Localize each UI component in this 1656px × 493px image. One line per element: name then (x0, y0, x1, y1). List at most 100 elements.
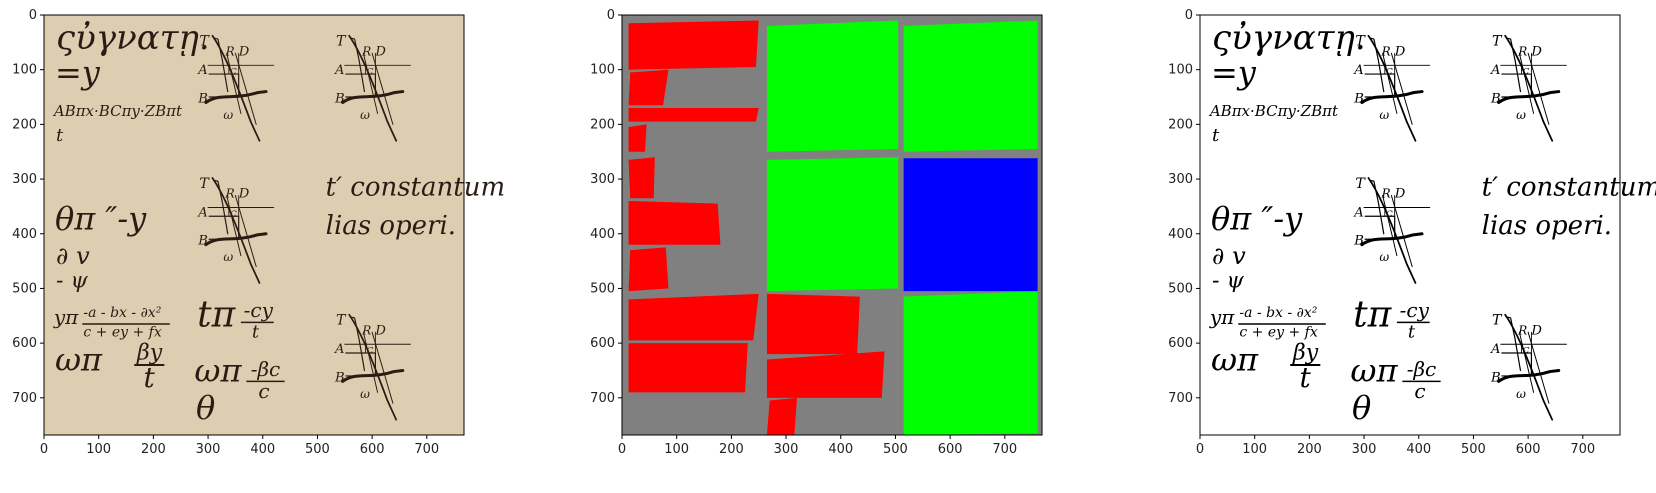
y-tick-label: 0 (607, 8, 615, 23)
x-tick-label: 200 (141, 442, 166, 457)
diagram-label-c: C (367, 346, 374, 356)
geometric-diagram: TAB R DCω (197, 176, 275, 284)
diagram-thick-curve (204, 90, 268, 105)
y-tick-label: 100 (590, 63, 615, 78)
diagram-label-a: A (197, 205, 207, 220)
diagram-thick-curve (204, 232, 268, 247)
image-background (1200, 15, 1620, 435)
x-tick-label: 300 (774, 442, 799, 457)
handwriting-line: t′ constantum (326, 172, 505, 202)
diagram-label-t: T (1355, 176, 1366, 192)
geometric-diagram: TAB R DCω (1353, 34, 1431, 142)
x-tick-label: 100 (1242, 442, 1267, 457)
y-tick-label: 700 (590, 391, 615, 406)
geometric-diagram: TAB R DCω (334, 313, 411, 421)
diagram-tick (228, 195, 240, 217)
x-tick-label: 500 (305, 442, 330, 457)
diagram-label-b: B (1353, 234, 1364, 249)
y-tick-label: 400 (12, 227, 37, 242)
segment-text-region (628, 200, 721, 245)
diagram-label-r: R (1381, 44, 1391, 58)
x-tick-label: 0 (40, 442, 48, 457)
geometric-diagram: TAB R DCω (1353, 176, 1431, 284)
diagram-label-a: A (1490, 342, 1500, 357)
fraction-numerator: -βc (251, 357, 281, 381)
x-tick-label: 600 (360, 442, 385, 457)
y-tick-label: 700 (12, 391, 37, 406)
diagram-tick (1521, 52, 1532, 75)
x-tick-label: 700 (992, 442, 1017, 457)
segment-text-region (628, 69, 669, 106)
diagram-label-d: D (1394, 187, 1406, 202)
diagram-label-c: C (230, 67, 237, 77)
handwriting-line: yπ (1209, 305, 1235, 329)
segmentation-map-plot: 0 100 200 300 400 500 600 700 0 100 200 300 400 500 60… (590, 8, 1043, 457)
x-tick-label: 700 (1570, 442, 1595, 457)
diagram-label-omega: ω (1379, 108, 1389, 122)
diagram-label-omega: ω (360, 108, 370, 122)
handwriting-line: θ (1352, 389, 1371, 427)
y-tick-label: 0 (1185, 8, 1193, 23)
y-tick-label: 600 (12, 336, 37, 351)
diagram-label-d: D (1530, 44, 1542, 59)
handwriting-line: θ (196, 389, 215, 427)
axes: 0 100 200 300 400 500 600 700 0 100 200 300 400 500 60… (12, 8, 465, 457)
diagram-label-d: D (1394, 44, 1406, 59)
x-tick-label: 400 (250, 442, 275, 457)
segment-text-region (628, 247, 669, 292)
fraction-denominator: c + ey + fx (83, 325, 161, 341)
geometric-diagram: TAB R DCω (1490, 313, 1567, 421)
diagram-label-d: D (374, 44, 386, 59)
handwriting-line: ABπx·BCπy·ZBπt (1208, 102, 1339, 120)
segment-text-region (766, 351, 885, 398)
diagram-label-r: R (1381, 187, 1391, 201)
diagram-label-t: T (1492, 313, 1503, 329)
segmentation-map (622, 15, 1042, 435)
diagram-label-c: C (230, 209, 237, 219)
x-tick-label: 100 (664, 442, 689, 457)
x-tick-label: 700 (414, 442, 439, 457)
fraction-denominator: c (258, 379, 269, 403)
segment-figure-region (903, 291, 1038, 435)
segment-figure-region (766, 20, 899, 152)
diagram-label-a: A (1353, 205, 1363, 220)
diagram-thick-curve (341, 368, 405, 383)
diagram-line (1505, 37, 1522, 93)
diagram-thick-curve (1360, 232, 1424, 247)
diagram-thick-curve (341, 90, 405, 105)
fraction-numerator: βy (1292, 341, 1319, 366)
fraction-numerator: -a - bx - ∂x² (83, 305, 161, 321)
diagram-label-b: B (197, 92, 208, 107)
y-tick-label: 400 (590, 227, 615, 242)
diagram-label-r: R (361, 323, 371, 337)
segment-text-region (766, 397, 797, 435)
diagram-label-a: A (1353, 63, 1363, 78)
diagram-label-b: B (1490, 370, 1501, 385)
diagram-label-b: B (197, 234, 208, 249)
x-tick-label: 300 (1352, 442, 1377, 457)
diagram-tick (365, 331, 376, 354)
diagram-label-d: D (238, 187, 250, 202)
image-background (44, 15, 464, 435)
y-tick-label: 400 (1168, 227, 1193, 242)
geometric-diagram: TAB R DCω (1490, 34, 1567, 142)
x-tick-label: 600 (938, 442, 963, 457)
diagram-label-omega: ω (223, 250, 233, 264)
x-tick-label: 300 (196, 442, 221, 457)
y-tick-label: 500 (1168, 281, 1193, 296)
diagram-label-c: C (1523, 67, 1530, 77)
fraction-numerator: βy (136, 341, 163, 366)
geometric-diagram: TAB R DCω (334, 34, 411, 142)
diagram-label-omega: ω (1379, 250, 1389, 264)
handwriting-line: ∂ v (56, 242, 90, 270)
x-tick-label: 400 (828, 442, 853, 457)
fraction-numerator: -cy (1400, 298, 1430, 322)
diagram-label-omega: ω (1516, 387, 1526, 401)
y-tick-label: 200 (590, 117, 615, 132)
axes-frame (621, 14, 1043, 436)
diagram-label-b: B (334, 92, 345, 107)
handwriting-line: tπ (197, 295, 236, 336)
handwriting-line: θπ ″-y (1211, 199, 1303, 237)
y-tick-label: 300 (1168, 172, 1193, 187)
